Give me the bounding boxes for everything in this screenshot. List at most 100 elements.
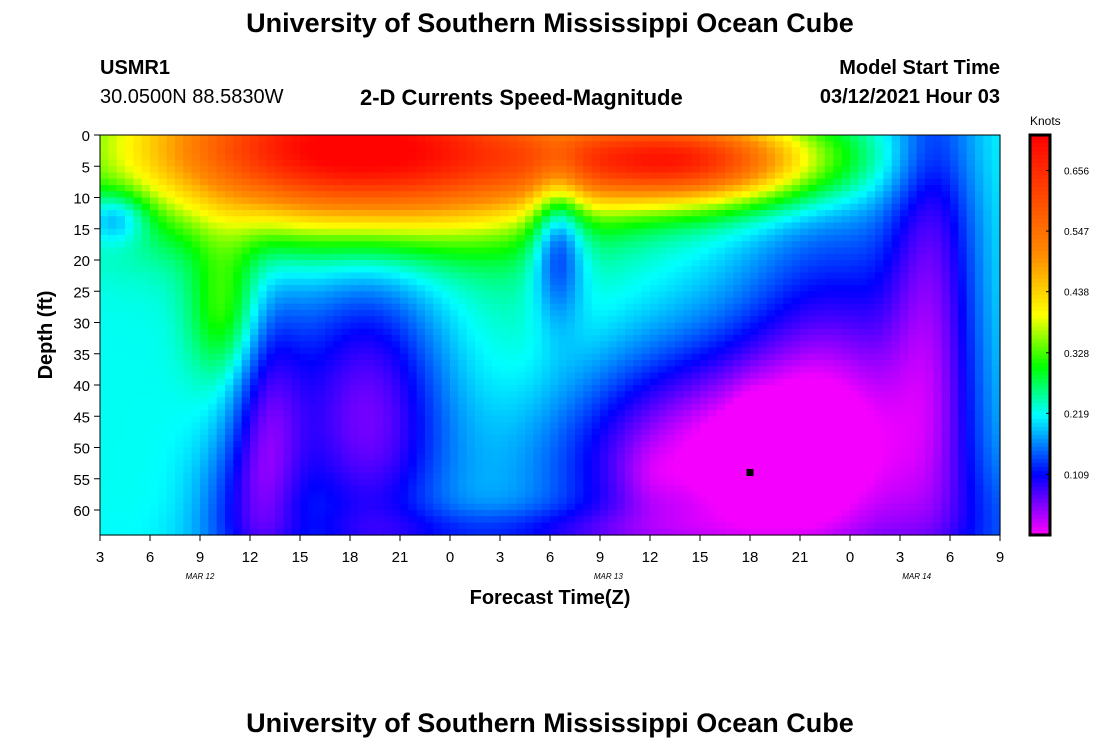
heatmap-cell <box>483 422 493 430</box>
heatmap-cell <box>550 197 559 205</box>
heatmap-cell <box>383 210 393 217</box>
heatmap-cell <box>250 347 259 355</box>
heatmap-cell <box>325 453 334 461</box>
heatmap-cell <box>466 360 476 367</box>
heatmap-cell <box>741 410 751 417</box>
heatmap-cell <box>508 372 518 380</box>
heatmap-cell <box>633 478 643 486</box>
heatmap-cell <box>625 172 634 180</box>
heatmap-cell <box>458 266 468 274</box>
heatmap-cell <box>275 466 284 474</box>
heatmap-cell <box>508 235 518 242</box>
heatmap-cell <box>275 478 284 486</box>
heatmap-cell <box>583 353 593 361</box>
heatmap-cell <box>583 378 593 386</box>
heatmap-cell <box>700 385 709 392</box>
heatmap-cell <box>350 285 359 292</box>
heatmap-cell <box>400 360 409 367</box>
heatmap-cell <box>341 472 351 480</box>
heatmap-cell <box>275 347 284 355</box>
heatmap-cell <box>616 153 626 161</box>
heatmap-cell <box>275 241 284 249</box>
heatmap-cell <box>358 260 368 267</box>
heatmap-cell <box>408 266 418 274</box>
heatmap-cell <box>225 147 234 155</box>
heatmap-cell <box>325 528 334 536</box>
heatmap-cell <box>441 272 451 280</box>
heatmap-cell <box>600 416 609 424</box>
heatmap-cell <box>666 385 676 392</box>
heatmap-cell <box>466 228 476 236</box>
heatmap-cell <box>658 316 668 324</box>
heatmap-cell <box>583 197 593 205</box>
heatmap-cell <box>408 391 418 399</box>
heatmap-cell <box>733 341 743 349</box>
heatmap-cell <box>225 135 234 142</box>
heatmap-cell <box>166 391 176 399</box>
heatmap-cell <box>158 210 168 217</box>
heatmap-cell <box>666 403 676 411</box>
heatmap-cell <box>583 485 593 492</box>
heatmap-cell <box>691 516 701 524</box>
heatmap-cell <box>433 291 443 299</box>
heatmap-cell <box>191 210 201 217</box>
heatmap-cell <box>683 166 693 174</box>
heatmap-cell <box>241 353 251 361</box>
heatmap-cell <box>408 160 418 167</box>
heatmap-cell <box>216 416 226 424</box>
heatmap-cell <box>441 185 451 192</box>
heatmap-cell <box>316 341 326 349</box>
heatmap-cell <box>541 272 551 280</box>
heatmap-cell <box>391 335 401 342</box>
heatmap-cell <box>683 403 693 411</box>
heatmap-cell <box>316 191 326 199</box>
heatmap-cell <box>225 272 234 280</box>
heatmap-cell <box>591 266 601 274</box>
heatmap-cell <box>683 216 693 224</box>
heatmap-cell <box>166 278 176 286</box>
heatmap-cell <box>575 441 584 449</box>
heatmap-cell <box>175 372 184 380</box>
heatmap-cell <box>366 253 376 261</box>
heatmap-cell <box>608 141 618 149</box>
heatmap-cell <box>350 447 359 455</box>
heatmap-cell <box>550 253 559 261</box>
heatmap-cell <box>475 322 484 330</box>
heatmap-cell <box>358 416 368 424</box>
heatmap-cell <box>725 166 734 174</box>
heatmap-cell <box>600 228 609 236</box>
heatmap-cell <box>241 522 251 530</box>
heatmap-cell <box>150 210 159 217</box>
heatmap-cell <box>366 203 376 211</box>
heatmap-cell <box>383 410 393 417</box>
heatmap-cell <box>450 141 459 149</box>
heatmap-cell <box>316 266 326 274</box>
heatmap-cell <box>116 197 126 205</box>
heatmap-cell <box>533 260 543 267</box>
heatmap-cell <box>333 472 343 480</box>
heatmap-cell <box>100 416 109 424</box>
heatmap-cell <box>658 353 668 361</box>
heatmap-cell <box>550 391 559 399</box>
heatmap-cell <box>400 366 409 374</box>
heatmap-cell <box>641 172 651 180</box>
heatmap-cell <box>300 397 309 405</box>
heatmap-cell <box>708 385 718 392</box>
heatmap-cell <box>566 335 576 342</box>
heatmap-cell <box>658 253 668 261</box>
heatmap-cell <box>116 291 126 299</box>
heatmap-cell <box>333 260 343 267</box>
heatmap-cell <box>158 528 168 536</box>
heatmap-cell <box>175 253 184 261</box>
heatmap-cell <box>608 253 618 261</box>
heatmap-cell <box>483 441 493 449</box>
heatmap-cell <box>341 366 351 374</box>
heatmap-cell <box>741 278 751 286</box>
heatmap-cell <box>691 453 701 461</box>
heatmap-cell <box>625 391 634 399</box>
heatmap-cell <box>108 460 118 467</box>
heatmap-cell <box>108 147 118 155</box>
heatmap-cell <box>558 441 568 449</box>
heatmap-cell <box>108 416 118 424</box>
heatmap-cell <box>125 478 134 486</box>
